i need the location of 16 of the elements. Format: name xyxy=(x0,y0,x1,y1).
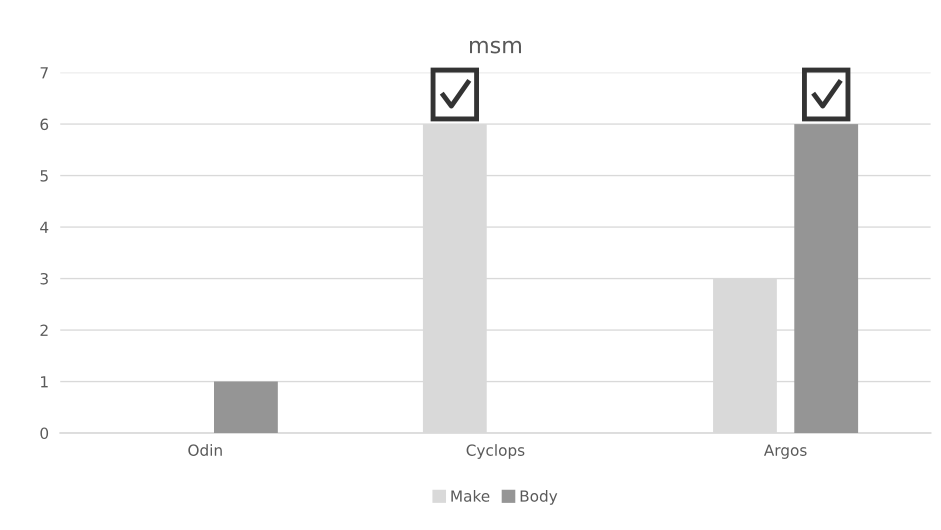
chart-title: msm xyxy=(470,40,521,54)
y-tick-label: 0 xyxy=(40,427,48,440)
bar xyxy=(794,124,858,434)
x-tick-label: Odin xyxy=(188,444,222,456)
x-tick-label: Argos xyxy=(764,444,807,459)
y-tick-label: 6 xyxy=(40,118,48,130)
bar xyxy=(214,382,278,434)
y-tick-label: 7 xyxy=(40,67,48,78)
legend-label: Make xyxy=(451,490,490,502)
y-tick-label: 5 xyxy=(40,170,48,182)
x-tick-label: Cyclops xyxy=(466,444,524,459)
legend-label: Body xyxy=(520,490,558,505)
y-tick-label: 1 xyxy=(41,376,48,388)
y-tick-label: 3 xyxy=(40,273,48,285)
y-tick-label: 2 xyxy=(40,324,48,336)
y-tick-label: 4 xyxy=(40,222,48,233)
